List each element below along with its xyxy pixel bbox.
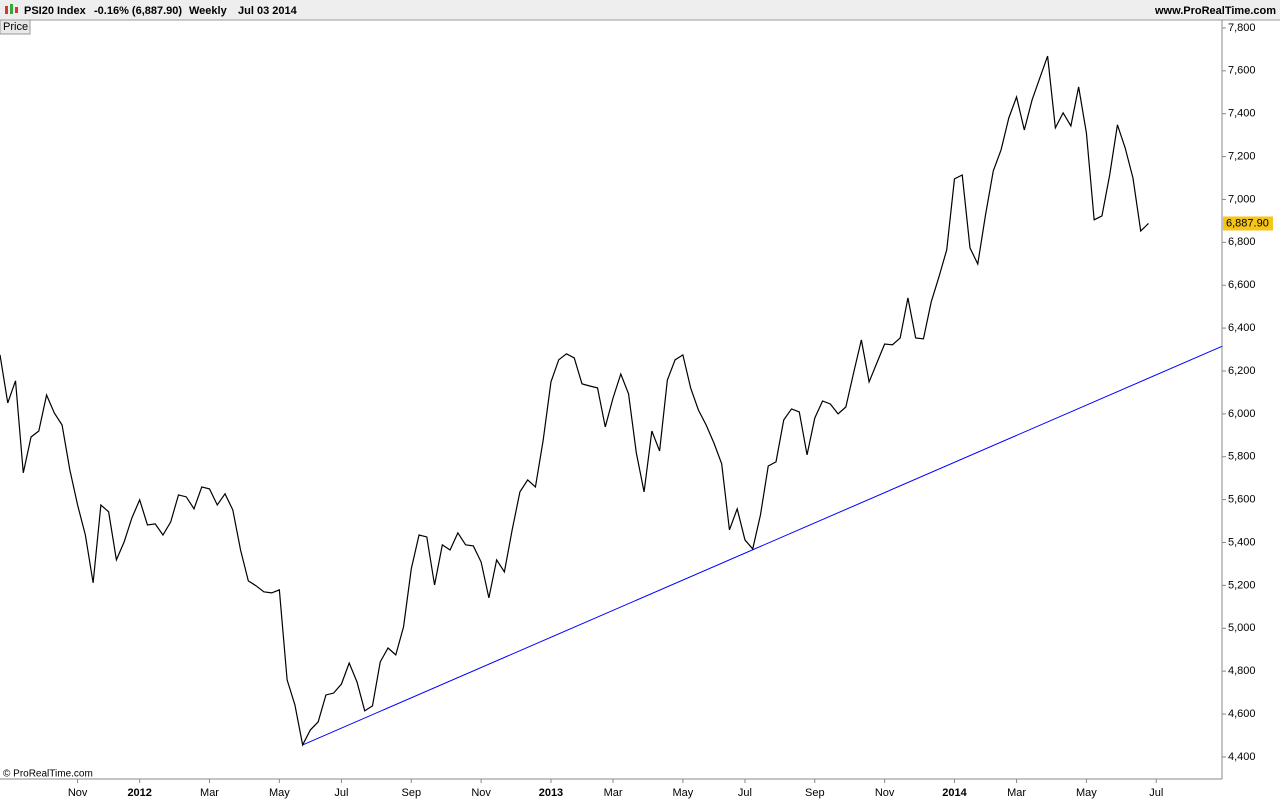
x-tick-label: Nov (471, 787, 491, 799)
y-tick-label: 5,600 (1228, 494, 1256, 506)
x-tick-label: Sep (401, 787, 421, 799)
y-tick-label: 5,200 (1228, 579, 1256, 591)
site: www.ProRealTime.com (1154, 5, 1276, 17)
x-tick-label: May (672, 787, 693, 799)
panel-label-box (0, 19, 31, 35)
period: Weekly (189, 5, 228, 17)
y-tick-label: 7,000 (1228, 193, 1256, 205)
x-tick-label: May (1076, 787, 1097, 799)
last-price-box (1223, 216, 1273, 231)
y-tick-label: 4,800 (1228, 665, 1256, 677)
y-tick-label: 7,400 (1228, 108, 1256, 120)
x-tick-label: Nov (68, 787, 88, 799)
last-price-label: 6,887.90 (1226, 217, 1269, 229)
y-tick-label: 4,600 (1228, 708, 1256, 720)
y-tick-label: 6,000 (1228, 408, 1256, 420)
x-tick-label: Sep (805, 787, 825, 799)
x-tick-label: Mar (1007, 787, 1026, 799)
x-tick-label: Mar (604, 787, 623, 799)
x-tick-label: Jul (1149, 787, 1163, 799)
x-tick-label: Jul (334, 787, 348, 799)
x-tick-label: Jul (738, 787, 752, 799)
candle-icon (5, 4, 18, 14)
panel-label: Price (3, 21, 28, 33)
y-tick-label: 7,800 (1228, 22, 1256, 34)
x-tick-label: May (269, 787, 290, 799)
trend-line (302, 345, 1223, 746)
x-tick-label: 2014 (942, 787, 967, 799)
copyright: © ProRealTime.com (3, 769, 93, 780)
y-tick-label: 7,200 (1228, 150, 1256, 162)
x-tick-label: Mar (200, 787, 219, 799)
y-tick-label: 5,800 (1228, 451, 1256, 463)
header-bar (0, 0, 1280, 20)
date: Jul 03 2014 (238, 5, 298, 17)
instrument: PSI20 Index (24, 5, 87, 17)
x-tick-label: 2013 (539, 787, 563, 799)
y-tick-label: 6,600 (1228, 279, 1256, 291)
y-tick-label: 6,200 (1228, 365, 1256, 377)
y-tick-label: 6,800 (1228, 236, 1256, 248)
price-line (0, 55, 1149, 747)
x-tick-label: Nov (875, 787, 895, 799)
y-tick-label: 7,600 (1228, 65, 1256, 77)
x-tick-label: 2012 (127, 787, 151, 799)
change: -0.16% (6,887.90) (94, 5, 182, 17)
y-tick-label: 6,400 (1228, 322, 1256, 334)
y-tick-label: 5,400 (1228, 536, 1256, 548)
y-tick-label: 4,400 (1228, 751, 1256, 763)
y-tick-label: 5,000 (1228, 622, 1256, 634)
